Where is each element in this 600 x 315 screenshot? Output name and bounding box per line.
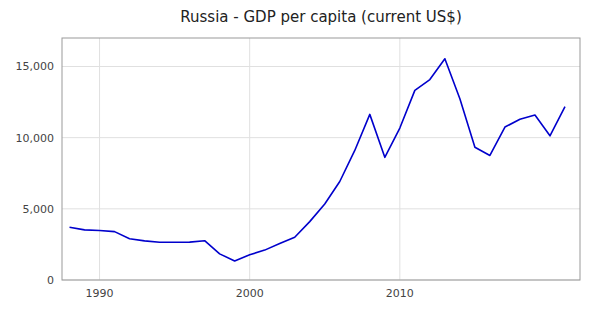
x-tick-label: 2010: [386, 287, 414, 300]
y-grid-line: [62, 66, 580, 67]
title: Russia - GDP per capita (current US$): [180, 8, 461, 26]
y-grid-line: [62, 137, 580, 138]
x-tick-label: 2000: [236, 287, 264, 300]
y-tick-label: 0: [47, 274, 54, 287]
y-tick-label: 10,000: [16, 132, 55, 145]
x-tick-label: 1990: [86, 287, 114, 300]
plot-frame: [62, 38, 580, 280]
y-tick-label: 5,000: [23, 203, 55, 216]
y-tick-label: 15,000: [16, 60, 55, 73]
grid: [62, 38, 580, 280]
line: [70, 59, 565, 261]
x-grid-line: [99, 38, 100, 280]
x-grid-line: [249, 38, 250, 280]
chart: Russia - GDP per capita (current US$) 0 5,…: [0, 0, 600, 315]
x-grid-line: [399, 38, 400, 280]
plot-area: [70, 59, 565, 261]
